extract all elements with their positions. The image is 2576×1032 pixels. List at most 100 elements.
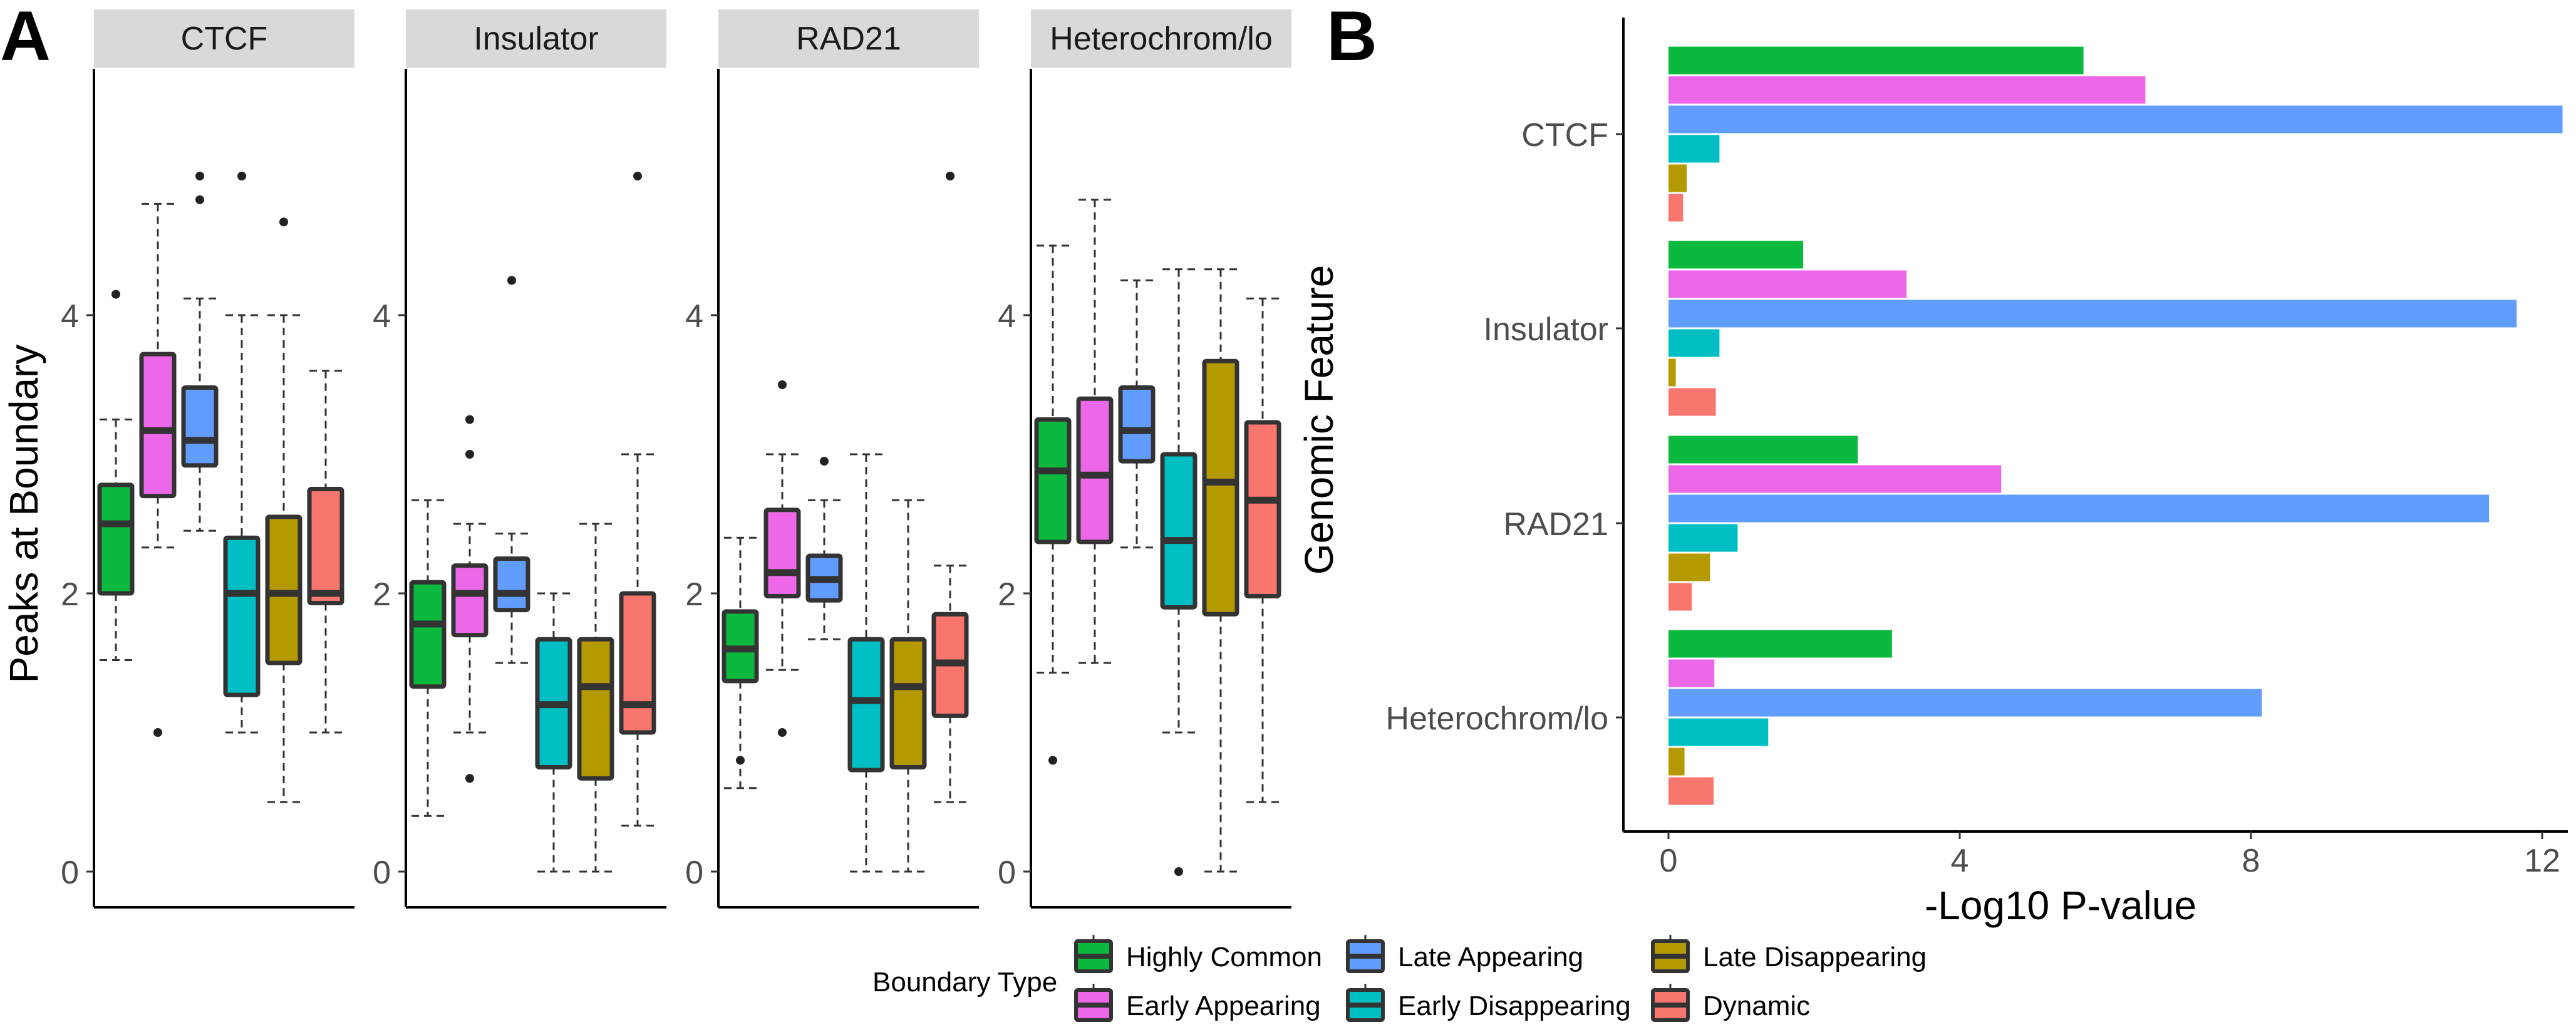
legend-label: Highly Common [1126, 942, 1322, 972]
facet-insulator: Insulator 0 2 4 [373, 9, 666, 909]
box-body [1034, 417, 1072, 545]
y-tick-label: 4 [998, 298, 1016, 335]
bar-heterochrom-lo-early-disappearing [1668, 718, 1769, 746]
y-tick-label: 4 [373, 298, 391, 335]
panel-b-y-axis-title: Genomic Feature [1296, 265, 1342, 575]
legend-item-dynamic: Dynamic [1651, 984, 1810, 1026]
box-highly-common [97, 289, 135, 662]
outlier-point [1048, 756, 1057, 765]
bar-ctcf-late-appearing [1668, 105, 2563, 133]
strip-background [718, 9, 979, 68]
box-body [223, 535, 261, 697]
box-dynamic [307, 370, 344, 734]
box-early-disappearing [535, 592, 572, 873]
outlier-point [111, 289, 120, 299]
panel-b-barchart: Genomic Feature -Log10 P-value 0 4 8 12 CTCF… [1296, 18, 2568, 928]
box-late-appearing [805, 457, 843, 640]
legend-label: Late Appearing [1398, 942, 1583, 972]
y-tick-label-insulator: Insulator [1484, 311, 1608, 348]
legend-item-early-disappearing: Early Disappearing [1346, 984, 1631, 1026]
legend-item-highly-common: Highly Common [1074, 935, 1322, 977]
bar-ctcf-highly-common [1668, 46, 2084, 75]
box-late-disappearing [889, 499, 927, 873]
y-tick-label: 0 [998, 855, 1016, 891]
facet-ctcf: CTCF 0 2 4 [61, 9, 354, 909]
box-early-appearing [1076, 199, 1114, 664]
panel-b-x-axis-title: -Log10 P-value [1925, 883, 2196, 928]
box-body [1244, 420, 1281, 598]
bar-insulator-dynamic [1668, 388, 1716, 416]
bar-rad21-late-disappearing [1668, 553, 1710, 581]
y-tick-label-heterochrom-lo: Heterochrom/lo [1386, 701, 1608, 737]
bar-heterochrom-lo-late-appearing [1668, 689, 2262, 717]
outlier-point [507, 276, 516, 285]
outlier-point [778, 728, 787, 737]
legend-label: Late Disappearing [1703, 942, 1927, 972]
box-late-disappearing [577, 523, 614, 873]
x-tick-label: 12 [2524, 843, 2560, 879]
strip-background [94, 9, 354, 68]
bar-insulator-early-disappearing [1668, 329, 1720, 357]
outlier-point [237, 172, 246, 180]
strip-label: Insulator [473, 21, 598, 57]
y-tick-label-rad21: RAD21 [1503, 506, 1608, 543]
bar-heterochrom-lo-late-disappearing [1668, 748, 1685, 776]
outlier-point [465, 415, 474, 424]
box-early-disappearing [223, 172, 261, 734]
bar-heterochrom-lo-highly-common [1668, 630, 1892, 658]
bar-rad21-early-disappearing [1668, 524, 1738, 552]
x-tick-label: 0 [1660, 843, 1678, 879]
y-tick-label: 0 [61, 855, 79, 891]
box-body [409, 580, 447, 689]
box-body [265, 514, 303, 665]
outlier-point [778, 380, 787, 389]
box-body [577, 637, 614, 781]
box-dynamic [931, 172, 969, 803]
legend-item-late-appearing: Late Appearing [1346, 935, 1583, 977]
box-body [181, 385, 219, 468]
bar-rad21-late-appearing [1668, 494, 2490, 523]
box-body [1076, 396, 1114, 545]
box-body [493, 556, 530, 613]
box-highly-common [1034, 244, 1072, 765]
strip-label: Heterochrom/lo [1050, 21, 1272, 57]
box-body [1118, 385, 1156, 464]
strip-background [1031, 9, 1291, 68]
strip-label: RAD21 [796, 21, 901, 57]
outlier-point [279, 217, 288, 227]
box-early-disappearing [847, 453, 885, 873]
y-tick-label: 4 [61, 298, 79, 335]
box-body [97, 482, 135, 596]
outlier-point [465, 774, 474, 783]
y-tick-label-ctcf: CTCF [1521, 117, 1608, 154]
panel-label-b: B [1327, 0, 1377, 75]
box-body [451, 563, 489, 638]
bar-rad21-highly-common [1668, 435, 1858, 464]
box-dynamic [619, 172, 656, 827]
box-early-appearing [763, 380, 801, 737]
box-late-disappearing [1202, 268, 1239, 873]
y-tick-label: 2 [373, 576, 391, 613]
bar-rad21-early-appearing [1668, 465, 2002, 493]
box-late-appearing [181, 172, 219, 532]
box-body [847, 637, 885, 773]
y-tick-label: 2 [998, 576, 1016, 613]
facet-heterochrom-lo: Heterochrom/lo 0 2 4 [998, 9, 1291, 909]
box-body [889, 637, 927, 770]
bar-insulator-late-disappearing [1668, 358, 1676, 387]
panel-a-boxplots: Peaks at Boundary CTCF024Insulator024RAD… [1, 9, 1291, 909]
box-late-appearing [1118, 279, 1156, 549]
outlier-point [195, 195, 204, 204]
box-dynamic [1244, 297, 1281, 803]
y-tick-label: 2 [61, 576, 79, 613]
outlier-point [195, 172, 204, 180]
legend-item-late-disappearing: Late Disappearing [1651, 935, 1927, 977]
outlier-point [820, 457, 829, 466]
box-body [307, 487, 344, 606]
box-body [1202, 358, 1239, 617]
bar-insulator-highly-common [1668, 241, 1804, 269]
bar-heterochrom-lo-dynamic [1668, 777, 1714, 805]
bar-heterochrom-lo-early-appearing [1668, 659, 1715, 687]
outlier-point [465, 450, 474, 459]
bar-insulator-early-appearing [1668, 270, 1907, 298]
